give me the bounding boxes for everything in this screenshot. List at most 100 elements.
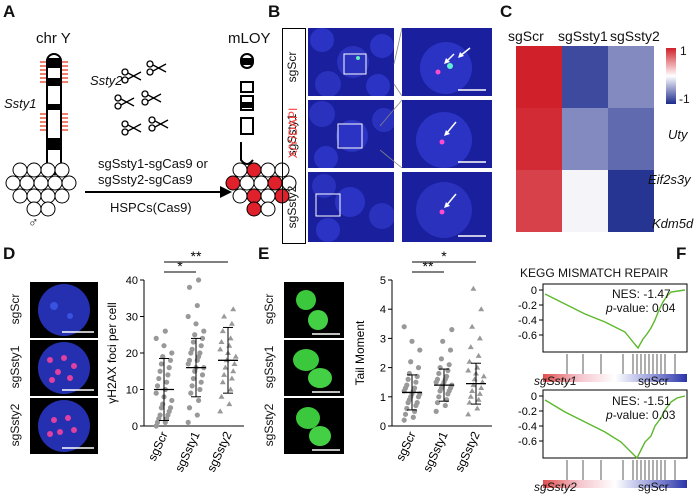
e-data-point	[474, 364, 481, 370]
d-data-point	[162, 328, 168, 334]
e-data-point	[466, 399, 473, 405]
d-data-point	[198, 343, 204, 349]
e-data-point	[401, 324, 407, 330]
hspc-cell-cluster	[5, 162, 77, 217]
e-data-point	[412, 385, 418, 391]
e-y-tick-label: 4	[380, 304, 386, 316]
e-data-point	[404, 382, 410, 388]
d-data-point	[185, 313, 191, 320]
heatmap-cell	[608, 170, 654, 232]
e-data-point	[444, 373, 450, 379]
d-y-tick-label: 0	[132, 421, 138, 433]
f1-nes: NES: -1.47	[612, 287, 671, 301]
d-data-point	[190, 375, 196, 382]
e-data-point	[465, 411, 472, 417]
d-data-point	[160, 354, 166, 360]
chromosome-y-icon	[40, 53, 68, 175]
e-data-point	[469, 323, 476, 329]
f-y-tick-label: -0.4	[518, 315, 537, 327]
f-y-tick-label: 0	[531, 285, 537, 297]
heatmap-cell	[608, 46, 654, 108]
d-image-sgssty2	[30, 398, 98, 454]
d-data-point	[153, 390, 159, 396]
e-y-tick-label: 3	[380, 333, 386, 345]
e-data-point	[467, 344, 474, 350]
e-image-sgscr	[284, 282, 344, 338]
d-data-point	[218, 339, 225, 345]
e-data-point	[478, 385, 485, 391]
panel-a-diagram	[5, 53, 297, 217]
d-data-point	[154, 383, 161, 389]
f-y-tick-label: -0.2	[518, 300, 537, 312]
scissors-icons	[114, 60, 169, 136]
d-y-tick-label: 30	[126, 312, 138, 324]
d-data-point	[199, 335, 206, 341]
e-data-point	[475, 352, 482, 358]
f-y-tick-label: 0	[531, 391, 537, 403]
d-data-point	[158, 361, 164, 367]
transduction-arrow-icon	[85, 186, 232, 198]
e-significance-stars: **	[423, 258, 434, 274]
b-microscopy-sgssty2	[308, 172, 394, 242]
e-y-tick-label: 5	[380, 275, 386, 287]
d-data-point	[226, 342, 233, 348]
d-data-point	[227, 386, 234, 392]
f2-right-label: sgScr	[638, 480, 669, 494]
e-data-point	[440, 338, 446, 344]
e-data-point	[402, 411, 409, 417]
e-y-label: Tail Moment	[353, 320, 367, 385]
d-y-label: γH2AX foci per cell	[105, 302, 119, 403]
b-row-label-column	[282, 28, 306, 244]
arrow-top-line2: sgSsty2-sgCas9	[98, 172, 193, 187]
d-x-tick-label: sgSsty1	[172, 429, 203, 474]
e-data-point	[409, 338, 415, 344]
e-data-point	[414, 400, 420, 406]
d-data-point	[219, 328, 226, 334]
b-stain-text: X/Y/DAPI	[286, 107, 300, 159]
d-image-sgscr	[30, 282, 98, 338]
d-data-point	[186, 405, 193, 411]
e-data-point	[405, 376, 411, 382]
e-data-point	[469, 387, 476, 393]
chr-y-label: chr Y	[36, 30, 71, 47]
mloy-label: mLOY	[228, 30, 271, 47]
e-data-point	[415, 365, 422, 371]
b-row-label-sgssty2: sgSsty2	[285, 185, 299, 229]
e-data-point	[433, 408, 439, 414]
e-data-point	[465, 367, 472, 373]
e-data-point	[408, 359, 414, 365]
d-data-point	[161, 343, 167, 349]
c-col-sgscr: sgScr	[508, 28, 544, 44]
e-x-tick-label: sgSsty2	[452, 429, 483, 474]
d-data-point	[227, 335, 234, 341]
d-data-point	[167, 405, 174, 411]
c-row-eif2s3y: Eif2s3y	[648, 172, 691, 187]
panel-f-label: F	[676, 244, 687, 263]
f-gsea-plots: 0 -0.2 -0.4 -0.6 0 -0.2 -0.4 -0.6	[518, 283, 688, 488]
d-data-point	[185, 419, 191, 425]
heatmap-cell	[562, 46, 608, 108]
f-plot-frame	[542, 283, 688, 353]
panel-c-label: C	[500, 2, 513, 21]
d-data-point	[232, 353, 239, 359]
c-heatmap	[516, 46, 654, 232]
d-data-point	[194, 302, 200, 309]
e-significance-stars: *	[441, 250, 447, 264]
d-data-point	[198, 379, 204, 385]
e-data-point	[449, 327, 455, 333]
d-data-point	[199, 372, 206, 378]
e-data-point	[476, 335, 483, 341]
d-data-point	[228, 375, 235, 381]
f-enrichment-curve	[544, 395, 686, 460]
e-data-point	[470, 285, 477, 291]
c-color-legend	[666, 48, 676, 104]
panel-b-label: B	[268, 2, 281, 21]
d-data-point	[197, 386, 203, 393]
d-data-point	[219, 379, 226, 385]
e-data-point	[436, 370, 442, 377]
f-plot-frame	[542, 389, 688, 459]
male-symbol-icon: ♂	[28, 214, 39, 230]
d-data-point	[165, 372, 171, 378]
heatmap-cell	[562, 108, 608, 170]
b-microscopy-sgssty1	[308, 100, 394, 168]
